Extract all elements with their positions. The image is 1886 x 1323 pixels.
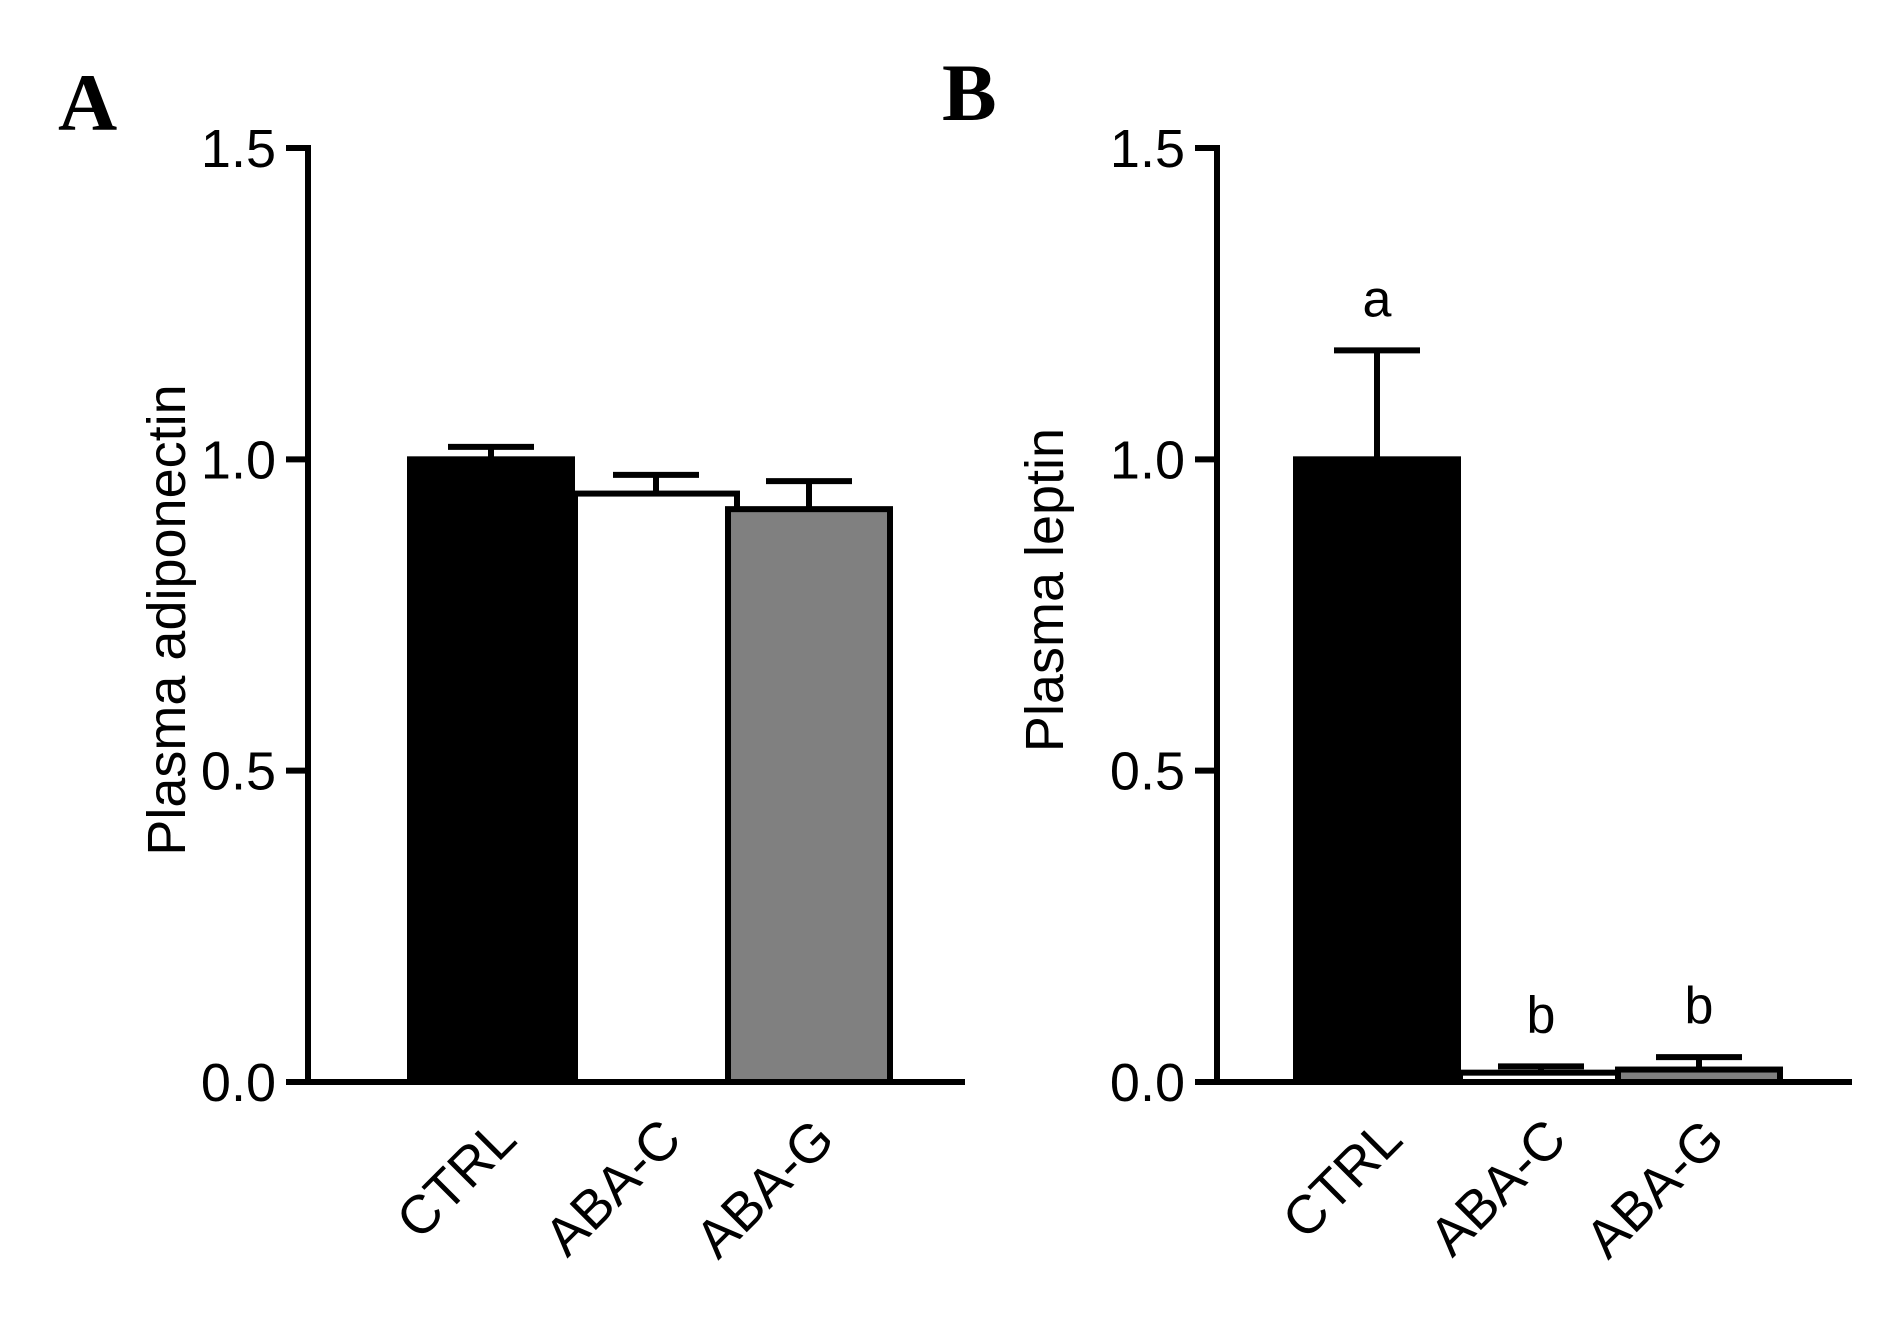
x-category-label: ABA-C [533,1108,692,1267]
bar-ctrl [407,456,575,1086]
y-tick-label: 0.0 [201,1053,276,1113]
x-category-label: CTRL [385,1108,527,1250]
panel-letter-b: B [942,47,997,138]
x-category-label: ABA-G [1574,1108,1735,1269]
y-tick-label: 1.0 [201,430,276,490]
y-axis-title-b: Plasma leptin [1015,428,1075,752]
x-category-label: ABA-G [684,1108,845,1269]
x-category-label: ABA-C [1418,1108,1577,1267]
bar-aba-g [725,506,893,1085]
y-axis-title-a: Plasma adiponectin [137,384,197,855]
y-tick-label: 0.0 [1110,1053,1185,1113]
panel-letter-a: A [58,57,117,148]
bar-ctrl [1293,456,1461,1086]
bar-aba-c [572,490,740,1085]
y-tick-label: 1.5 [1110,119,1185,179]
y-tick-label: 1.5 [201,119,276,179]
significance-label: a [1363,270,1392,328]
significance-label: b [1685,977,1714,1035]
significance-label: b [1527,986,1556,1044]
y-tick-label: 1.0 [1110,430,1185,490]
y-tick-label: 0.5 [1110,742,1185,802]
x-category-label: CTRL [1271,1108,1413,1250]
y-tick-label: 0.5 [201,742,276,802]
panel-b: B Plasma leptin a b b 0.0 0.5 1.0 1.5 CTRL ABA-C… [942,47,1852,1269]
